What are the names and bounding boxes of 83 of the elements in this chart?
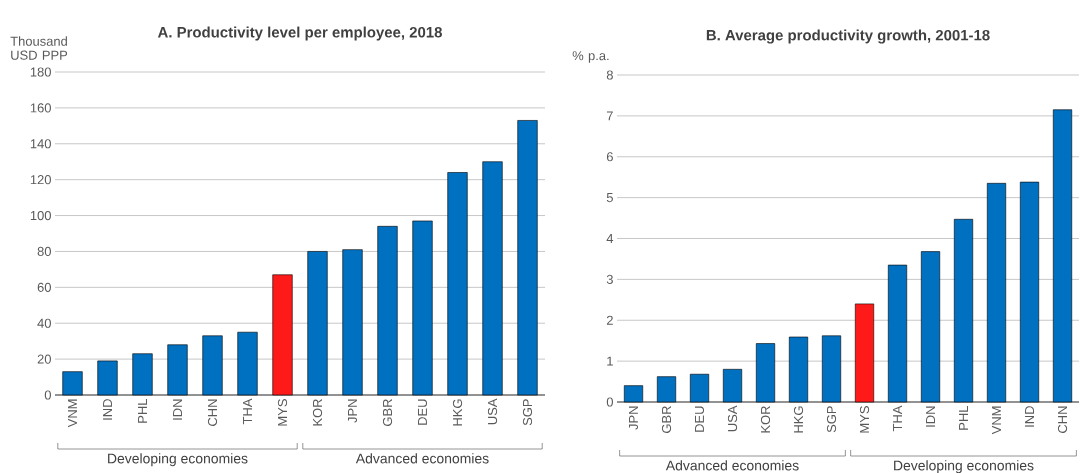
- x-tick-label: MYS: [859, 406, 870, 433]
- bar: [167, 344, 188, 396]
- y-axis-title: Thousand USD PPP: [10, 36, 68, 60]
- x-tick-label: IDN: [926, 406, 935, 427]
- y-tick-label: 60: [37, 282, 51, 292]
- bar: [447, 172, 468, 396]
- chart-title: B. Average productivity growth, 2001-18: [706, 29, 990, 44]
- bar: [623, 385, 644, 403]
- chart-title: A. Productivity level per employee, 2018: [157, 26, 442, 41]
- y-tick-label: 100: [30, 210, 51, 221]
- bar: [202, 335, 223, 396]
- y-tick-label: 0: [606, 397, 613, 407]
- bar: [412, 220, 433, 396]
- x-tick-label: SGP: [522, 399, 533, 426]
- y-tick-label: 7: [606, 111, 613, 121]
- bar: [722, 369, 743, 403]
- y-tick-label: 1: [607, 356, 613, 366]
- x-tick-label: USA: [487, 398, 498, 425]
- bar: [342, 249, 363, 396]
- x-tick-label: DEU: [417, 399, 428, 425]
- x-tick-label: CHN: [207, 399, 218, 426]
- bar: [821, 335, 842, 403]
- text: Advanced economies: [355, 453, 489, 464]
- y-tick-label: 40: [37, 318, 51, 328]
- bar: [986, 183, 1007, 403]
- x-tick-label: MYS: [277, 399, 288, 426]
- bar: [517, 120, 538, 396]
- y-tick-label: 140: [30, 139, 51, 149]
- x-tick-label: PHL: [959, 405, 968, 430]
- bar: [1019, 181, 1040, 403]
- bar: [788, 336, 809, 403]
- x-tick-label: JPN: [347, 399, 358, 423]
- bar: [272, 274, 293, 396]
- y-tick-label: 8: [606, 70, 613, 80]
- bar: [1052, 109, 1073, 403]
- x-tick-label: KOR: [760, 406, 771, 433]
- y-tick-label: 2: [606, 315, 613, 325]
- bar: [377, 226, 398, 396]
- x-tick-label: DEU: [694, 406, 705, 432]
- bar: [97, 360, 118, 396]
- x-tick-label: THA: [893, 405, 902, 432]
- bar: [953, 218, 974, 403]
- bar: [689, 373, 710, 403]
- x-tick-label: HKG: [793, 406, 804, 433]
- bar: [920, 251, 941, 403]
- bar: [482, 161, 503, 396]
- x-tick-label: HKG: [452, 399, 463, 426]
- y-tick-label: 0: [44, 390, 51, 400]
- x-tick-label: JPN: [628, 406, 639, 430]
- y-tick-label: 120: [30, 175, 51, 185]
- bar: [237, 331, 258, 396]
- bar: [307, 251, 328, 396]
- x-tick-label: IDN: [173, 399, 182, 420]
- y-tick-label: 5: [606, 193, 613, 203]
- y-tick-label: 6: [606, 152, 613, 162]
- x-tick-label: CHN: [1057, 406, 1068, 433]
- bar: [887, 264, 908, 403]
- x-tick-label: PHL: [138, 398, 147, 423]
- x-tick-label: USA: [727, 405, 738, 432]
- y-tick-label: 3: [606, 274, 613, 284]
- y-axis-title: % p.a.: [572, 51, 609, 63]
- text: Developing economies: [108, 453, 248, 467]
- bar: [854, 303, 875, 403]
- x-tick-label: IND: [103, 399, 112, 420]
- bar: [656, 376, 677, 403]
- y-tick-label: 4: [606, 234, 614, 243]
- x-tick-label: GBR: [382, 399, 393, 426]
- y-tick-label: 20: [37, 354, 51, 364]
- x-tick-label: SGP: [826, 406, 837, 433]
- x-tick-label: KOR: [312, 399, 323, 426]
- bar: [132, 353, 153, 396]
- bar: [755, 343, 776, 403]
- x-tick-label: VNM: [68, 399, 77, 428]
- y-tick-label: 160: [30, 103, 51, 113]
- x-tick-label: VNM: [992, 406, 1001, 435]
- text: Advanced economies: [665, 460, 799, 471]
- text: Developing economies: [894, 460, 1034, 473]
- y-tick-label: 80: [37, 246, 51, 257]
- y-tick-label: 180: [30, 67, 51, 77]
- x-tick-label: IND: [1025, 406, 1034, 427]
- x-tick-label: THA: [243, 398, 252, 425]
- x-tick-label: GBR: [661, 406, 672, 433]
- bar: [62, 371, 83, 396]
